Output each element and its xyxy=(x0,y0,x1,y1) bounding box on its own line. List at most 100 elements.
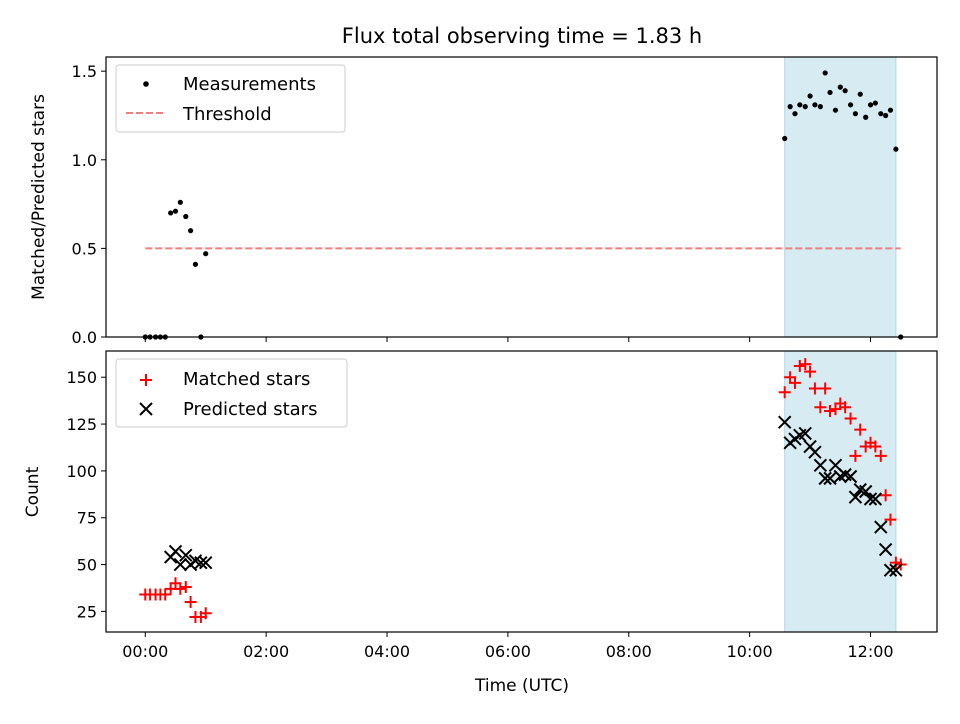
predicted-point xyxy=(843,469,858,484)
ax2-xtick-label-3: 06:00 xyxy=(485,642,531,661)
predicted-point xyxy=(179,548,193,562)
matched-points xyxy=(139,358,907,624)
measurement-point xyxy=(847,102,854,108)
measurement-point xyxy=(183,213,189,220)
bottom-axes: 00:00 02:00 04:00 06:00 08:00 10:00 12:00 25 50 7… xyxy=(23,350,938,696)
matched-point xyxy=(788,376,801,389)
measurement-point xyxy=(837,84,843,90)
legend-threshold-label: Threshold xyxy=(182,104,272,125)
measurement-point xyxy=(832,107,839,113)
matched-point xyxy=(808,382,821,395)
top-ticks: 0.0 0.5 1.0 1.5 xyxy=(72,62,872,347)
legend-measurements-marker xyxy=(143,81,149,87)
ax2-ytick-label-2: 75 xyxy=(77,509,97,528)
chart-title: Flux total observing time = 1.83 h xyxy=(342,24,702,48)
legend-matched-marker xyxy=(140,374,152,386)
measurement-point xyxy=(787,104,793,110)
predicted-point xyxy=(194,555,208,570)
predicted-points xyxy=(163,415,903,577)
measurement-point xyxy=(872,100,878,106)
ax2-ytick-label-4: 125 xyxy=(66,415,97,434)
ax1-ytick-label-1: 0.5 xyxy=(72,239,97,258)
measurement-point xyxy=(188,228,194,234)
bottom-axes-frame xyxy=(105,350,938,633)
predicted-point xyxy=(808,445,822,459)
measurement-point xyxy=(842,88,848,94)
bottom-span xyxy=(784,350,897,633)
legend-measurements-label: Measurements xyxy=(183,74,316,95)
measurement-point xyxy=(203,251,209,257)
ax1-ytick-label-3: 1.5 xyxy=(72,62,97,81)
predicted-point xyxy=(813,458,828,472)
top-legend-box xyxy=(115,64,346,133)
ax2-xtick-label-4: 08:00 xyxy=(606,642,652,661)
matched-point xyxy=(174,582,187,595)
predicted-point xyxy=(823,471,837,486)
top-span xyxy=(784,56,897,338)
matched-point xyxy=(824,404,837,417)
ax2-xtick-label-6: 12:00 xyxy=(847,642,893,661)
predicted-point xyxy=(868,492,883,506)
matched-point xyxy=(199,607,212,620)
ax2-ytick-label-3: 100 xyxy=(66,462,97,481)
legend-matched-label: Matched stars xyxy=(183,369,310,390)
matched-point xyxy=(839,401,852,414)
predicted-point xyxy=(168,544,183,559)
ax2-ytick-label-0: 25 xyxy=(77,602,97,621)
measurement-point xyxy=(867,102,874,108)
measurement-point xyxy=(817,104,823,110)
matched-point xyxy=(874,449,887,462)
predicted-point xyxy=(883,563,898,577)
matched-point xyxy=(799,358,812,371)
measurement-point xyxy=(192,261,199,267)
predicted-point xyxy=(798,426,812,441)
bottom-legend-box xyxy=(115,358,348,428)
measurement-point xyxy=(782,135,788,142)
measurement-point xyxy=(827,89,833,96)
ax2-xtick-label-1: 02:00 xyxy=(243,642,289,661)
bottom-legend: Matched stars Predicted stars xyxy=(115,358,348,428)
measurement-point xyxy=(812,102,818,108)
measurement-point xyxy=(883,112,889,119)
measurement-point xyxy=(822,70,828,76)
predicted-point xyxy=(199,555,213,570)
legend-predicted-label: Predicted stars xyxy=(183,399,317,420)
matched-point xyxy=(849,449,862,462)
predicted-point xyxy=(848,490,863,504)
matched-point xyxy=(179,581,192,594)
ax2-xtick-label-0: 00:00 xyxy=(122,642,168,661)
top-axes-frame xyxy=(105,56,938,338)
predicted-point xyxy=(818,471,832,486)
measurement-point xyxy=(802,104,808,110)
ax2-xtick-label-2: 04:00 xyxy=(364,642,410,661)
top-legend: Measurements Threshold xyxy=(115,64,346,133)
matched-point xyxy=(869,440,882,453)
matched-point xyxy=(854,423,867,436)
matched-point xyxy=(159,588,172,601)
matched-point xyxy=(814,401,827,414)
matched-point xyxy=(884,513,897,526)
matched-point xyxy=(879,489,892,502)
matched-point xyxy=(804,365,817,378)
bottom-xlabel: Time (UTC) xyxy=(474,676,569,696)
ax2-ytick-label-1: 50 xyxy=(77,556,97,575)
bottom-ylabel: Count xyxy=(23,466,43,517)
ax1-ytick-label-0: 0.0 xyxy=(72,328,97,347)
measurement-point xyxy=(177,199,183,205)
matched-point xyxy=(844,412,857,425)
measurement-point xyxy=(857,91,863,97)
measurement-point xyxy=(887,107,894,113)
bottom-ticks: 00:00 02:00 04:00 06:00 08:00 10:00 12:00 25 50 7… xyxy=(66,368,893,661)
measurement-point xyxy=(168,210,174,216)
measurement-point xyxy=(807,93,813,99)
matched-point xyxy=(819,382,832,395)
predicted-point xyxy=(878,542,893,557)
measurement-point xyxy=(852,111,859,117)
measurement-point xyxy=(792,111,798,117)
top-axes: 0.0 0.5 1.0 1.5 Matched/Predicted stars Mea… xyxy=(29,56,938,347)
measurement-point xyxy=(172,208,179,214)
ax2-ytick-label-5: 150 xyxy=(66,368,97,387)
legend-predicted-marker xyxy=(139,402,153,416)
predicted-point xyxy=(777,415,792,429)
